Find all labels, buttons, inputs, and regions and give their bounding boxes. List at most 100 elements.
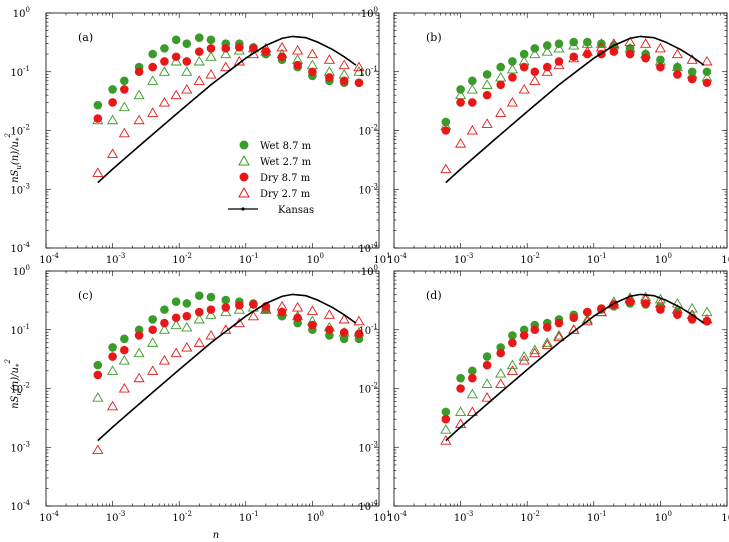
point-dry-2-7-m: [181, 341, 193, 352]
point-wet-8-7-m: [221, 295, 231, 305]
point-dry-2-7-m: [495, 378, 507, 388]
point-dry-2-7-m: [541, 66, 553, 76]
point-dry-2-7-m: [654, 42, 666, 53]
point-wet-8-7-m: [148, 315, 157, 324]
series-wet-8-7-m: [441, 37, 712, 127]
series-kansas: [445, 35, 705, 184]
point-dry-2-7-m: [608, 298, 620, 309]
point-wet-2-7-m: [466, 83, 478, 94]
point-dry-8-7-m: [182, 311, 192, 321]
point-wet-8-7-m: [673, 62, 682, 72]
point-wet-8-7-m: [108, 85, 117, 94]
point-dry-2-7-m: [466, 406, 478, 416]
point-dry-2-7-m: [466, 125, 478, 135]
x-tick-label: 10-4: [39, 510, 59, 524]
legend-item-dry27: Dry 2.7 m: [238, 186, 311, 200]
point-dry-8-7-m: [530, 67, 540, 77]
point-wet-8-7-m: [456, 373, 465, 383]
point-wet-2-7-m: [495, 368, 507, 378]
point-dry-2-7-m: [671, 48, 683, 59]
point-dry-8-7-m: [609, 47, 619, 56]
point-dry-2-7-m: [671, 304, 683, 314]
point-wet-2-7-m: [455, 406, 467, 416]
point-dry-8-7-m: [702, 316, 712, 326]
point-dry-8-7-m: [171, 52, 181, 62]
point-dry-2-7-m: [686, 309, 698, 319]
point-wet-8-7-m: [702, 67, 712, 77]
point-wet-8-7-m: [569, 37, 579, 47]
x-tick-label: 10-2: [172, 252, 192, 266]
point-wet-2-7-m: [353, 66, 365, 76]
point-dry-2-7-m: [608, 38, 620, 48]
point-dry-8-7-m: [441, 414, 451, 424]
point-dry-8-7-m: [325, 73, 334, 82]
panel-b: 10-410-310-210-110010110-410-310-210-110…: [358, 6, 729, 266]
point-wet-8-7-m: [93, 100, 103, 110]
x-tick-label: 10-2: [520, 510, 540, 524]
point-dry-8-7-m: [160, 318, 169, 328]
point-wet-2-7-m: [541, 46, 553, 56]
point-dry-8-7-m: [687, 74, 697, 84]
point-dry-2-7-m: [181, 83, 193, 94]
point-wet-2-7-m: [518, 351, 530, 361]
y-tick-label: 10-2: [10, 124, 30, 138]
y-tick-label: 10-1: [358, 65, 378, 79]
series-dry-8-7-m: [93, 300, 364, 380]
point-dry-8-7-m: [293, 313, 302, 323]
point-dry-2-7-m: [133, 372, 145, 383]
point-dry-8-7-m: [456, 98, 465, 107]
point-wet-8-7-m: [583, 37, 592, 47]
legend-label-wet27: Wet 2.7 m: [260, 157, 312, 168]
point-dry-8-7-m: [482, 360, 492, 370]
x-tick-label: 10-4: [39, 252, 59, 266]
x-tick-label: 101: [721, 510, 729, 524]
point-dry-2-7-m: [624, 36, 636, 47]
point-wet-2-7-m: [170, 319, 182, 330]
panel-label: (d): [426, 289, 442, 302]
panel-label: (a): [78, 31, 93, 44]
point-dry-8-7-m: [93, 114, 103, 123]
point-dry-8-7-m: [249, 44, 258, 53]
point-wet-8-7-m: [508, 57, 517, 66]
point-wet-2-7-m: [506, 359, 519, 370]
point-dry-8-7-m: [656, 62, 665, 72]
point-dry-2-7-m: [568, 52, 580, 63]
point-dry-8-7-m: [182, 57, 192, 66]
y-tick-label: 10-3: [10, 182, 30, 196]
point-dry-8-7-m: [134, 331, 144, 340]
point-dry-8-7-m: [354, 329, 364, 339]
point-dry-2-7-m: [506, 365, 519, 375]
point-dry-2-7-m: [193, 337, 205, 347]
point-dry-2-7-m: [481, 118, 493, 128]
point-dry-2-7-m: [276, 41, 288, 52]
point-dry-8-7-m: [583, 49, 592, 59]
point-wet-8-7-m: [182, 39, 192, 49]
legend-marker-wet87: [239, 140, 249, 150]
point-dry-8-7-m: [148, 325, 157, 335]
point-dry-8-7-m: [277, 52, 287, 62]
point-dry-8-7-m: [468, 373, 477, 383]
y-tick-label: 10-2: [358, 382, 378, 396]
series-dry-8-7-m: [93, 43, 364, 123]
point-dry-2-7-m: [147, 365, 159, 375]
series-dry-2-7-m: [92, 41, 365, 177]
series-wet-2-7-m: [92, 42, 365, 125]
point-dry-8-7-m: [308, 67, 317, 77]
panel-a: 10-4 10-3 10-2 10-1 100 10110-410-310-210-110…: [10, 6, 390, 266]
point-wet-2-7-m: [118, 101, 130, 112]
point-dry-8-7-m: [519, 331, 529, 340]
point-dry-2-7-m: [440, 163, 452, 174]
point-dry-2-7-m: [158, 354, 171, 365]
x-tick-label: 10-1: [239, 510, 259, 524]
point-dry-8-7-m: [625, 49, 635, 59]
point-dry-8-7-m: [148, 62, 157, 72]
point-dry-2-7-m: [595, 41, 607, 52]
panel-d: 10-410-310-210-110010110-410-310-210-110…: [358, 264, 729, 524]
point-wet-2-7-m: [170, 55, 182, 66]
point-dry-2-7-m: [306, 48, 318, 59]
point-wet-8-7-m: [496, 62, 505, 72]
point-dry-2-7-m: [158, 96, 171, 107]
point-wet-2-7-m: [158, 324, 171, 334]
x-tick-label: 100: [307, 252, 324, 266]
point-wet-8-7-m: [160, 305, 169, 314]
